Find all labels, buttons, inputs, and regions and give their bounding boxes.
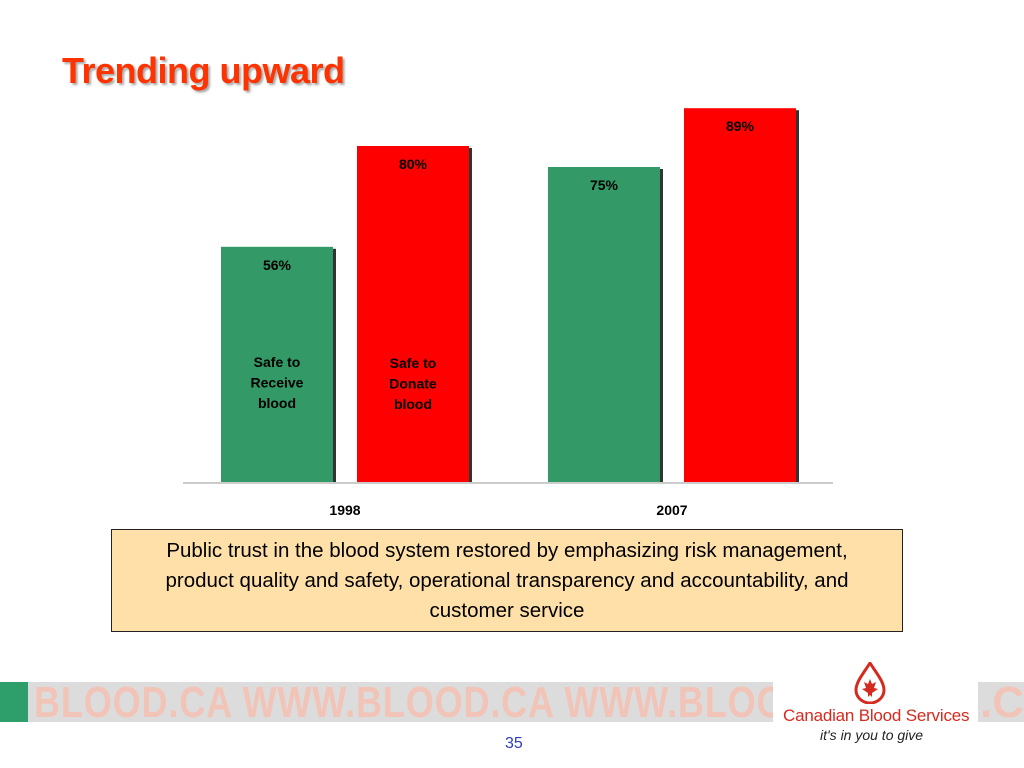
callout-text: Public trust in the blood system restore… [165, 538, 849, 622]
bar-series-label: Safe to [390, 355, 437, 371]
bar-series-label: Receive [251, 375, 304, 391]
bar-series-label: Safe to [254, 354, 301, 370]
bar-series-label: blood [394, 396, 432, 412]
bar [357, 146, 469, 482]
bar-chart: 56% Safe to Receive blood 80% Safe to Donate bl… [183, 108, 833, 518]
callout-box: Public trust in the blood system restore… [111, 529, 903, 632]
bar-series-label: blood [258, 395, 296, 411]
bar-series-label: Donate [389, 376, 437, 392]
slide-title: Trending upward [62, 50, 345, 91]
blood-drop-leaf-icon [854, 662, 886, 704]
category-label: 1998 [329, 502, 360, 518]
footer-url-banner: BLOOD.CA WWW.BLOOD.CA WWW.BLOOD.CA [28, 682, 773, 722]
footer-band: BLOOD.CA WWW.BLOOD.CA WWW.BLOOD.CA .CA [0, 682, 1024, 722]
organization-tagline: it's in you to give [820, 727, 924, 743]
bar [684, 108, 796, 482]
bar [221, 246, 333, 482]
footer-green-stripe [0, 682, 28, 722]
page-number: 35 [505, 735, 523, 752]
bar-value-label: 89% [726, 118, 755, 134]
footer-url-banner-right: .CA [978, 682, 1024, 722]
bar-value-label: 56% [263, 257, 292, 273]
organization-name: Canadian Blood Services [783, 706, 970, 725]
footer-url-text-right: .CA [980, 682, 1024, 722]
bar [548, 167, 660, 482]
category-label: 2007 [656, 502, 687, 518]
footer-url-text: BLOOD.CA WWW.BLOOD.CA WWW.BLOOD.CA [34, 682, 773, 722]
bar-value-label: 75% [590, 177, 619, 193]
bar-value-label: 80% [399, 156, 428, 172]
